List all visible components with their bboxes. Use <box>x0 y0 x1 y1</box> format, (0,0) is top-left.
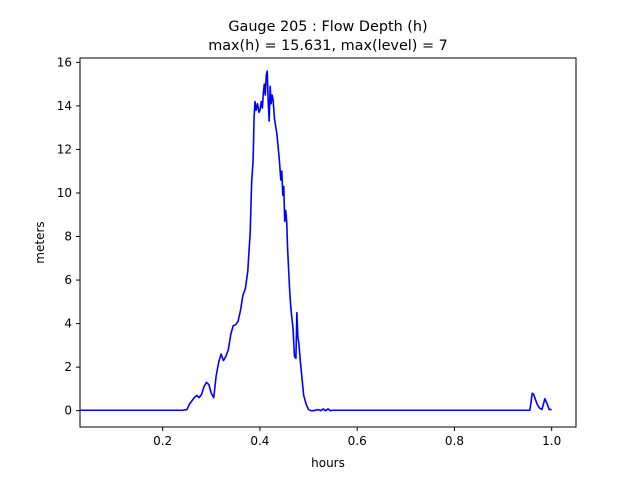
y-tick-label: 12 <box>57 142 72 156</box>
x-axis-label: hours <box>311 456 345 470</box>
y-tick-label: 0 <box>64 404 72 418</box>
series-line-0 <box>80 70 552 412</box>
y-axis-ticks: 0 2 4 6 8 10 12 14 16 <box>57 55 80 418</box>
y-axis-label: meters <box>33 221 47 263</box>
x-axis-ticks: 0.2 0.4 0.6 0.8 1.0 <box>153 427 561 448</box>
x-tick-label: 1.0 <box>542 434 561 448</box>
x-tick-label: 0.4 <box>250 434 269 448</box>
y-tick-label: 6 <box>64 273 72 287</box>
chart-title-line-2: max(h) = 15.631, max(level) = 7 <box>208 38 448 54</box>
x-tick-label: 0.2 <box>153 434 172 448</box>
chart-title-line-1: Gauge 205 : Flow Depth (h) <box>228 19 427 35</box>
axes-frame <box>79 57 577 428</box>
y-tick-label: 4 <box>64 317 72 331</box>
y-tick-label: 14 <box>57 99 72 113</box>
x-tick-label: 0.6 <box>348 434 367 448</box>
y-tick-label: 8 <box>64 230 72 244</box>
plot-layer <box>80 70 552 412</box>
x-tick-label: 0.8 <box>445 434 464 448</box>
y-tick-label: 10 <box>57 186 72 200</box>
y-tick-label: 2 <box>64 360 72 374</box>
y-tick-label: 16 <box>57 55 72 69</box>
